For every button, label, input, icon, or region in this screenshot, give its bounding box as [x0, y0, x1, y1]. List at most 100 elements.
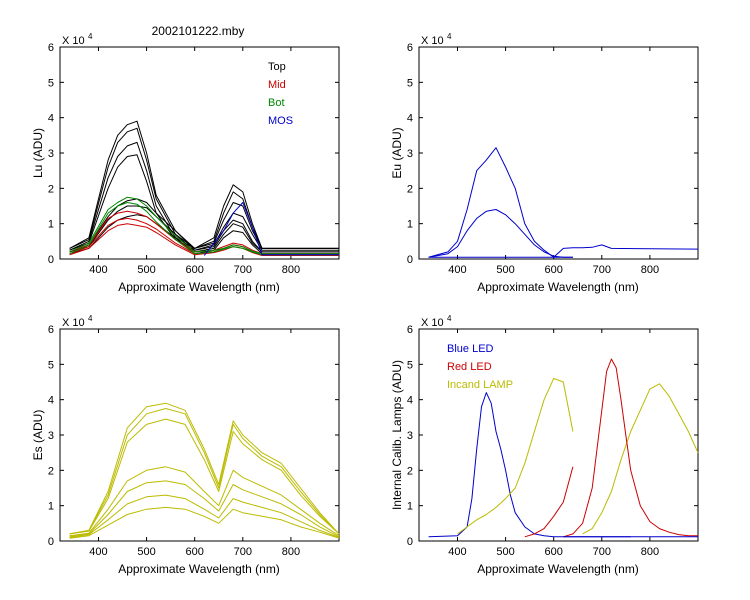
- lamps-series-line: [457, 378, 574, 535]
- lamps-x-tick-label: 500: [496, 546, 514, 558]
- lu-y-tick-label: 5: [48, 77, 54, 89]
- es-series-line: [69, 408, 340, 535]
- eu-y-axis-label: Eu (ADU): [390, 127, 404, 178]
- lamps-y-tick-label: 2: [407, 465, 413, 477]
- es-series-line: [69, 480, 340, 538]
- eu-x-tick-label: 500: [496, 264, 514, 276]
- lu-exponent-base: X 10: [62, 35, 85, 47]
- es-x-tick-label: 600: [186, 546, 204, 558]
- es-x-tick-label: 400: [89, 546, 107, 558]
- es-y-tick-label: 4: [48, 395, 54, 407]
- eu-y-tick-label: 6: [407, 42, 413, 54]
- lamps-plot-area: 400 500 600 700 800 0 1 2 3 4 5 6 Blue LED Red LED Inc…: [407, 324, 699, 558]
- es-series-line: [69, 506, 340, 539]
- eu-plot-area: 400 500 600 700 800 0 1 2 3 4 5 6: [407, 42, 699, 276]
- lamps-exponent-power: 4: [447, 314, 452, 323]
- eu-x-tick-label: 400: [448, 264, 466, 276]
- es-x-tick-label: 700: [234, 546, 252, 558]
- lu-legend-entry: MOS: [268, 115, 293, 127]
- panel-lamps: X 10 4 400 500 600 700 800 0 1 2 3 4 5 6 Blue LED Red…: [390, 314, 699, 576]
- es-x-tick-label: 500: [137, 546, 155, 558]
- es-plot-area: 400 500 600 700 800 0 1 2 3 4 5 6: [48, 324, 340, 558]
- lu-y-tick-label: 3: [48, 148, 54, 160]
- eu-x-tick-label: 800: [641, 264, 659, 276]
- lu-y-tick-label: 1: [48, 219, 54, 231]
- es-x-axis-label: Approximate Wavelength (nm): [118, 562, 280, 576]
- lu-series-line: [69, 202, 339, 256]
- lamps-x-tick-label: 600: [545, 546, 563, 558]
- es-series-line: [69, 494, 340, 538]
- eu-x-tick-label: 700: [593, 264, 611, 276]
- eu-y-tick-label: 4: [407, 113, 413, 125]
- es-series-line: [69, 402, 340, 535]
- eu-y-tick-label: 1: [407, 219, 413, 231]
- eu-series-line: [428, 209, 573, 258]
- eu-y-tick-label: 5: [407, 77, 413, 89]
- es-series-line: [69, 466, 340, 537]
- lamps-x-tick-label: 400: [448, 546, 466, 558]
- eu-y-tick-label: 0: [407, 254, 413, 266]
- panel-eu: X 10 4 400 500 600 700 800 0 1 2 3 4 5 6 Approximat…: [390, 32, 699, 294]
- eu-x-axis-label: Approximate Wavelength (nm): [477, 280, 639, 294]
- lamps-series-line: [524, 466, 574, 538]
- figure-title: 2002101222.mby: [152, 24, 245, 38]
- es-y-tick-label: 6: [48, 324, 54, 336]
- lu-x-tick-label: 800: [282, 264, 300, 276]
- lu-exponent: X 10 4: [62, 32, 93, 47]
- lu-y-tick-label: 6: [48, 42, 54, 54]
- lu-y-tick-label: 4: [48, 113, 54, 125]
- lamps-series-line: [563, 358, 698, 538]
- es-exponent-base: X 10: [62, 317, 85, 329]
- lu-exponent-power: 4: [88, 32, 93, 41]
- eu-y-tick-label: 3: [407, 148, 413, 160]
- eu-exponent: X 10 4: [421, 32, 452, 47]
- lamps-y-tick-label: 0: [407, 536, 413, 548]
- es-y-tick-label: 2: [48, 465, 54, 477]
- lamps-legend-entry: Blue LED: [447, 343, 494, 355]
- lamps-legend-entry: Red LED: [447, 361, 492, 373]
- lamps-y-tick-label: 5: [407, 359, 413, 371]
- eu-exponent-power: 4: [447, 32, 452, 41]
- lu-series-line: [69, 214, 339, 255]
- es-exponent: X 10 4: [62, 314, 93, 329]
- eu-series-line: [428, 147, 699, 258]
- lu-legend-entry: Bot: [268, 97, 285, 109]
- lamps-exponent-base: X 10: [421, 317, 444, 329]
- lamps-y-tick-label: 3: [407, 430, 413, 442]
- lamps-y-tick-label: 1: [407, 501, 413, 513]
- eu-exponent-base: X 10: [421, 35, 444, 47]
- lamps-x-tick-label: 800: [641, 546, 659, 558]
- lamps-series-line: [428, 392, 631, 538]
- lu-series-line: [203, 202, 339, 256]
- es-y-tick-label: 3: [48, 430, 54, 442]
- lamps-x-axis-label: Approximate Wavelength (nm): [477, 562, 639, 576]
- lu-x-tick-label: 400: [89, 264, 107, 276]
- lu-x-tick-label: 600: [186, 264, 204, 276]
- lu-series-line: [69, 205, 339, 253]
- lamps-y-tick-label: 6: [407, 324, 413, 336]
- lu-plot-area: 400 500 600 700 800 0 1 2 3 4 5 6 Top Mid Bot MOS: [48, 42, 340, 276]
- panel-lu: X 10 4 400 500 600 700 800 0 1 2 3 4 5 6 Top Mid Bot MO…: [31, 32, 340, 294]
- lu-x-tick-label: 700: [234, 264, 252, 276]
- es-y-axis-label: Es (ADU): [31, 410, 45, 461]
- lu-legend-entry: Mid: [268, 79, 286, 91]
- es-series-line: [69, 418, 340, 535]
- lu-series-line: [69, 198, 339, 253]
- lu-legend-entry: Top: [268, 61, 286, 73]
- lamps-y-axis-label: Internal Calib. Lamps (ADU): [390, 360, 404, 510]
- lu-y-tick-label: 2: [48, 183, 54, 195]
- lamps-y-tick-label: 4: [407, 395, 413, 407]
- eu-x-tick-label: 600: [545, 264, 563, 276]
- es-y-tick-label: 5: [48, 359, 54, 371]
- es-x-tick-label: 800: [282, 546, 300, 558]
- lu-series-line: [69, 196, 339, 255]
- es-y-tick-label: 1: [48, 501, 54, 513]
- lu-x-axis-label: Approximate Wavelength (nm): [118, 280, 280, 294]
- es-exponent-power: 4: [88, 314, 93, 323]
- lamps-series-line: [582, 383, 699, 535]
- lamps-x-tick-label: 700: [593, 546, 611, 558]
- panel-es: X 10 4 400 500 600 700 800 0 1 2 3 4 5 6 Approximat…: [31, 314, 340, 576]
- es-y-tick-label: 0: [48, 536, 54, 548]
- lu-y-tick-label: 0: [48, 254, 54, 266]
